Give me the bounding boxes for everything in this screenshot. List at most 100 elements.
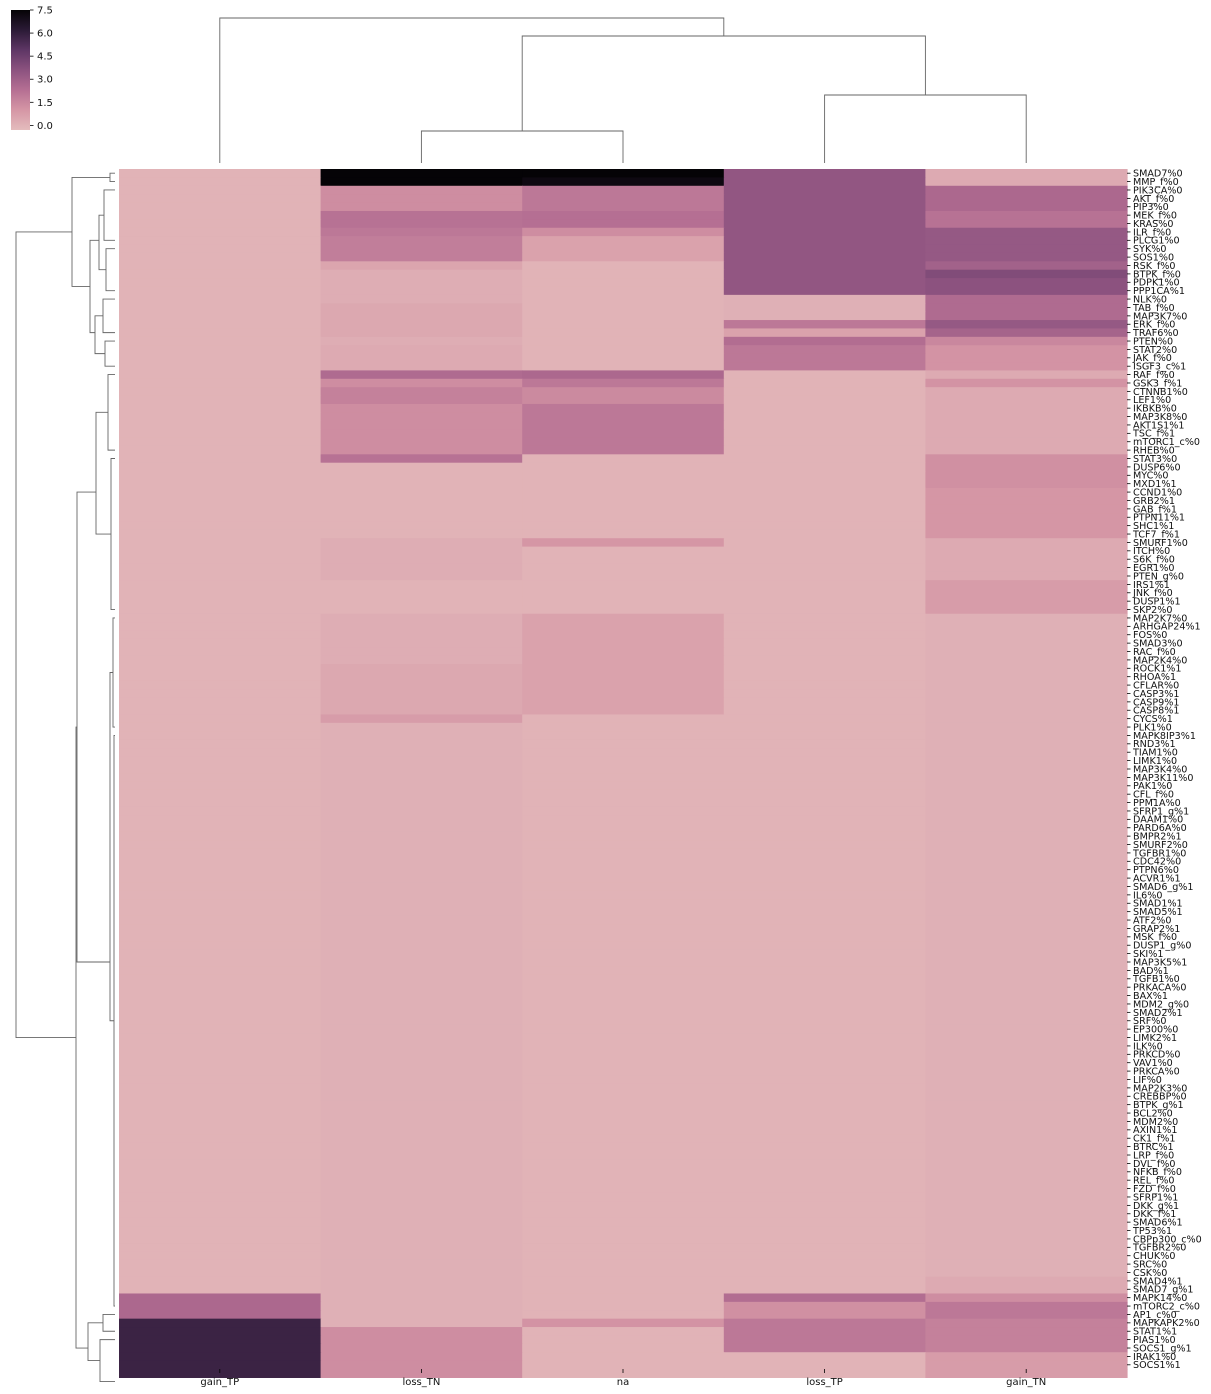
heatmap-cell (925, 311, 1128, 321)
heatmap-cell (320, 210, 523, 220)
row-label: RND3%1 (1133, 739, 1176, 750)
heatmap-cell (522, 1066, 725, 1076)
heatmap-cell (522, 840, 725, 850)
heatmap-cell (723, 1167, 926, 1177)
heatmap-cell (522, 1217, 725, 1227)
row-label: ILK%0 (1133, 1041, 1163, 1052)
heatmap-cell (723, 236, 926, 246)
heatmap-cell (320, 1327, 523, 1337)
row-labels: SMAD7%0MMP_f%0PIK3CA%0AKT_f%0PIP3%0MEK_f… (1127, 169, 1202, 1371)
heatmap-cell (723, 1125, 926, 1135)
heatmap-cell (925, 957, 1128, 967)
row-label: TCF7_f%1 (1132, 529, 1180, 540)
heatmap-cell (522, 244, 725, 254)
heatmap-cell (925, 613, 1128, 623)
heatmap-cell (119, 689, 322, 699)
heatmap-cell (522, 630, 725, 640)
heatmap-cell (723, 1243, 926, 1253)
heatmap-cell (522, 504, 725, 514)
heatmap-cell (320, 437, 523, 447)
heatmap-cell (119, 336, 322, 346)
heatmap-cell (723, 1100, 926, 1110)
heatmap-cell (320, 932, 523, 942)
heatmap-cell (119, 924, 322, 934)
heatmap-cell (723, 1234, 926, 1244)
row-label: MEK_f%0 (1133, 211, 1177, 222)
heatmap-cell (925, 605, 1128, 615)
heatmap-cell (522, 1343, 725, 1353)
heatmap-cell (119, 378, 322, 388)
heatmap-cell (522, 1033, 725, 1043)
heatmap-cell (925, 999, 1128, 1009)
heatmap-cell (723, 1209, 926, 1219)
row-label: PIK3CA%0 (1133, 185, 1183, 196)
heatmap-cell (522, 941, 725, 951)
heatmap-cell (320, 202, 523, 212)
heatmap-cell (723, 294, 926, 304)
heatmap-cell (119, 789, 322, 799)
heatmap-cell (320, 748, 523, 758)
heatmap-cell (723, 362, 926, 371)
heatmap-cell (522, 336, 725, 346)
heatmap-cell (119, 596, 322, 606)
heatmap-cell (723, 1310, 926, 1320)
heatmap-cell (320, 1117, 523, 1127)
heatmap-cell (320, 974, 523, 984)
heatmap-cell (723, 1175, 926, 1185)
heatmap-cell (119, 1075, 322, 1085)
row-label: IRS1%1 (1133, 580, 1170, 591)
heatmap-cell (723, 378, 926, 388)
heatmap-cell (119, 613, 322, 623)
heatmap-cell (522, 638, 725, 648)
heatmap-cell (522, 1167, 725, 1177)
heatmap-cell (522, 932, 725, 942)
heatmap-cell (925, 336, 1128, 346)
heatmap-cell (522, 320, 725, 330)
row-label: TP53%1 (1132, 1226, 1172, 1237)
heatmap-cell (320, 789, 523, 799)
row-dendrogram-link (103, 189, 115, 241)
heatmap-cell (522, 378, 725, 388)
heatmap-cell (522, 748, 725, 758)
heatmap-cell (723, 823, 926, 833)
row-label: CSK%0 (1133, 1268, 1167, 1279)
row-label: GSK3_f%1 (1133, 378, 1182, 389)
heatmap-cell (119, 1125, 322, 1135)
row-label: MAPK14%0 (1133, 1293, 1187, 1304)
row-label: CHUK%0 (1133, 1251, 1175, 1262)
heatmap-cell (723, 941, 926, 951)
heatmap-cell (320, 823, 523, 833)
heatmap-cell (723, 756, 926, 766)
row-label: SMAD7_g%1 (1133, 1285, 1194, 1296)
heatmap-cell (320, 1369, 523, 1378)
heatmap-cell (723, 672, 926, 682)
row-label: NLK%0 (1133, 294, 1167, 305)
row-label: CYCS%1 (1133, 714, 1173, 725)
heatmap-cell (925, 1301, 1128, 1311)
heatmap-cell (522, 353, 725, 363)
heatmap-cell (119, 756, 322, 766)
heatmap-cell (723, 370, 926, 380)
row-label: SOCS1%1 (1133, 1360, 1181, 1371)
heatmap-cell (119, 1251, 322, 1261)
heatmap-cell (119, 1083, 322, 1093)
heatmap-cell (522, 202, 725, 212)
heatmap-cell (320, 1301, 523, 1311)
heatmap-cell (119, 1259, 322, 1269)
heatmap-cell (925, 764, 1128, 774)
heatmap-cell (925, 210, 1128, 220)
row-label: DUSP1%1 (1133, 597, 1181, 608)
heatmap-cell (119, 1335, 322, 1345)
heatmap-cell (723, 1117, 926, 1127)
heatmap-cell (925, 1066, 1128, 1076)
column-label: gain_TP (200, 1377, 239, 1388)
heatmap-cell (119, 706, 322, 716)
heatmap-cell (723, 563, 926, 573)
heatmap-cell (320, 680, 523, 690)
heatmap-cell (119, 1150, 322, 1160)
heatmap-cell (119, 571, 322, 581)
row-label: MAPKAPK2%0 (1133, 1318, 1200, 1329)
heatmap-cell (522, 1108, 725, 1118)
row-label: SMAD6%1 (1133, 1218, 1183, 1229)
heatmap-cell (723, 1159, 926, 1169)
